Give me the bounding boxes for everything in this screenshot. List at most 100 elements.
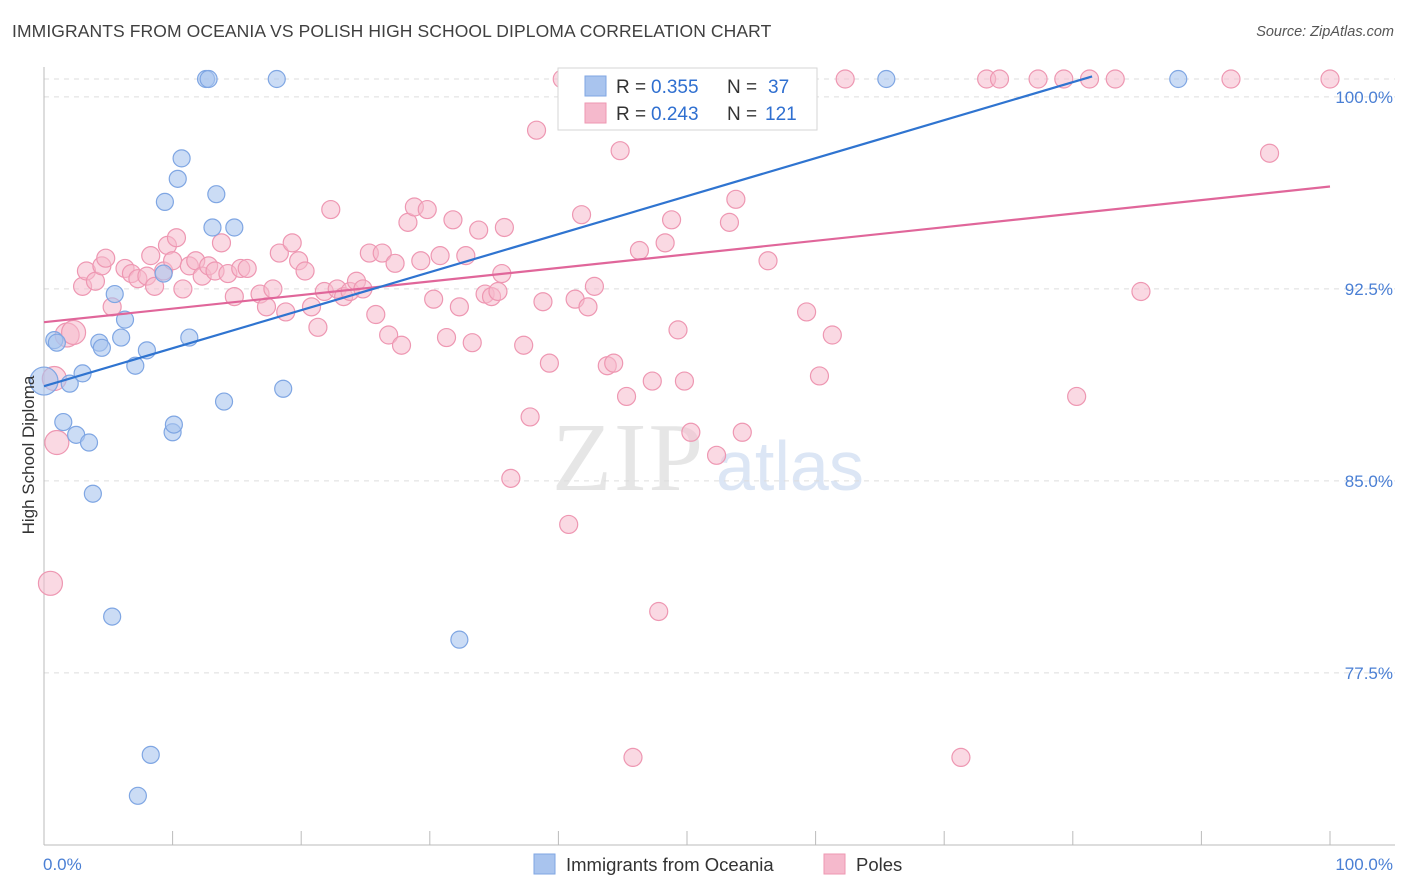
oceania-point-12 — [112, 328, 131, 347]
poles-point-9 — [96, 248, 116, 268]
poles-point-50 — [366, 304, 386, 325]
oceania-point-22 — [172, 149, 191, 168]
poles-point-4 — [60, 319, 87, 346]
oceania-point-7 — [79, 433, 99, 452]
poles-point-90 — [629, 240, 650, 261]
poles-point-96 — [674, 371, 695, 391]
poles-point-51 — [372, 243, 392, 263]
poles-point-120 — [1131, 281, 1151, 302]
legend-r-label-poles: R = — [616, 104, 646, 125]
y-tick-label-1: 85.0% — [1345, 472, 1393, 491]
oceania-point-34 — [450, 630, 469, 649]
poles-point-74 — [520, 407, 540, 427]
oceania-point-8 — [83, 484, 102, 503]
poles-point-94 — [661, 210, 682, 230]
oceania-point-13 — [115, 310, 135, 329]
poles-point-93 — [655, 233, 675, 253]
poles-point-73 — [514, 335, 534, 355]
poles-point-52 — [379, 325, 399, 345]
oceania-point-30 — [214, 392, 234, 411]
poles-point-101 — [719, 212, 740, 232]
poles-point-1 — [44, 429, 70, 456]
poles-point-27 — [211, 233, 232, 253]
series-legend-swatch-poles — [823, 853, 846, 875]
poles-point-77 — [539, 353, 559, 373]
poles-point-20 — [166, 228, 187, 248]
poles-point-57 — [411, 251, 431, 271]
poles-point-121 — [1221, 69, 1241, 89]
poles-point-108 — [796, 302, 817, 322]
poles-point-61 — [436, 327, 457, 348]
poles-point-21 — [173, 279, 193, 299]
poles-point-87 — [610, 141, 630, 161]
oceania-point-29 — [207, 185, 226, 204]
oceania-point-2 — [47, 333, 66, 352]
poles-point-86 — [604, 353, 624, 373]
poles-point-91 — [642, 371, 662, 391]
chart-title: IMMIGRANTS FROM OCEANIA VS POLISH HIGH S… — [12, 21, 772, 41]
poles-point-109 — [809, 366, 830, 386]
y-tick-label-3: 100.0% — [1335, 88, 1393, 107]
y-tick-label-0: 77.5% — [1345, 664, 1393, 683]
oceania-point-36 — [1169, 69, 1188, 89]
oceania-point-35 — [877, 69, 896, 89]
poles-point-112 — [951, 747, 971, 768]
poles-point-92 — [649, 601, 669, 622]
poles-point-53 — [385, 253, 405, 273]
poles-point-82 — [578, 297, 598, 317]
poles-point-63 — [449, 297, 469, 317]
legend-r-value-poles: 0.243 — [651, 104, 699, 125]
poles-point-69 — [488, 281, 508, 302]
poles-point-33 — [256, 297, 277, 317]
poles-point-122 — [1259, 143, 1280, 163]
poles-point-37 — [282, 233, 302, 253]
oceania-trend-line — [43, 75, 1093, 388]
poles-point-76 — [533, 292, 553, 312]
grid-lines — [44, 78, 1395, 674]
poles-point-34 — [263, 279, 283, 299]
legend-n-value-poles: 121 — [765, 104, 797, 125]
oceania-point-15 — [103, 607, 122, 626]
legend-r-value-oceania: 0.355 — [651, 77, 699, 98]
poles-point-75 — [526, 120, 547, 140]
y-tick-labels: 77.5% 85.0% 92.5% 100.0% — [1335, 88, 1393, 683]
poles-point-79 — [559, 514, 579, 535]
legend-n-label-poles: N = — [727, 104, 757, 125]
oceania-point-21 — [168, 169, 187, 188]
oceania-point-5 — [54, 412, 73, 432]
poles-point-54 — [391, 335, 412, 355]
oceania-point-33 — [274, 379, 293, 398]
poles-point-100 — [706, 445, 727, 465]
oceania-point-27 — [199, 69, 218, 89]
poles-point-65 — [462, 333, 482, 353]
poles-point-102 — [726, 189, 746, 209]
y-axis-label: High School Diploma — [19, 375, 38, 534]
poles-point-15 — [141, 246, 161, 266]
legend-swatch-poles — [584, 102, 607, 124]
poles-point-39 — [295, 261, 315, 281]
poles-point-95 — [668, 320, 688, 340]
poles-point-60 — [430, 246, 450, 266]
poles-point-114 — [989, 69, 1010, 89]
oceania-points — [29, 69, 1188, 805]
stats-legend: R = 0.355 N = 37 R = 0.243 N = 121 — [557, 67, 818, 131]
legend-r-label-oceania: R = — [616, 77, 646, 98]
poles-point-97 — [681, 422, 701, 442]
legend-swatch-oceania — [584, 75, 607, 97]
legend-n-value-oceania: 37 — [768, 77, 789, 98]
legend-n-label-oceania: N = — [727, 77, 757, 98]
oceania-point-31 — [225, 218, 244, 237]
oceania-point-10 — [92, 338, 111, 357]
x-tick-label-max: 100.0% — [1335, 855, 1393, 874]
chart-source: Source: ZipAtlas.com — [1256, 24, 1394, 40]
poles-point-81 — [571, 205, 592, 225]
oceania-point-20 — [155, 192, 174, 211]
poles-point-41 — [308, 317, 328, 337]
trend-lines — [43, 75, 1331, 388]
poles-trend-line — [43, 185, 1331, 324]
series-legend: Immigrants from Oceania Poles — [533, 853, 902, 875]
poles-point-123 — [1320, 69, 1340, 89]
poles-point-31 — [237, 258, 257, 279]
series-legend-label-poles: Poles — [856, 854, 902, 875]
poles-point-71 — [494, 217, 514, 238]
